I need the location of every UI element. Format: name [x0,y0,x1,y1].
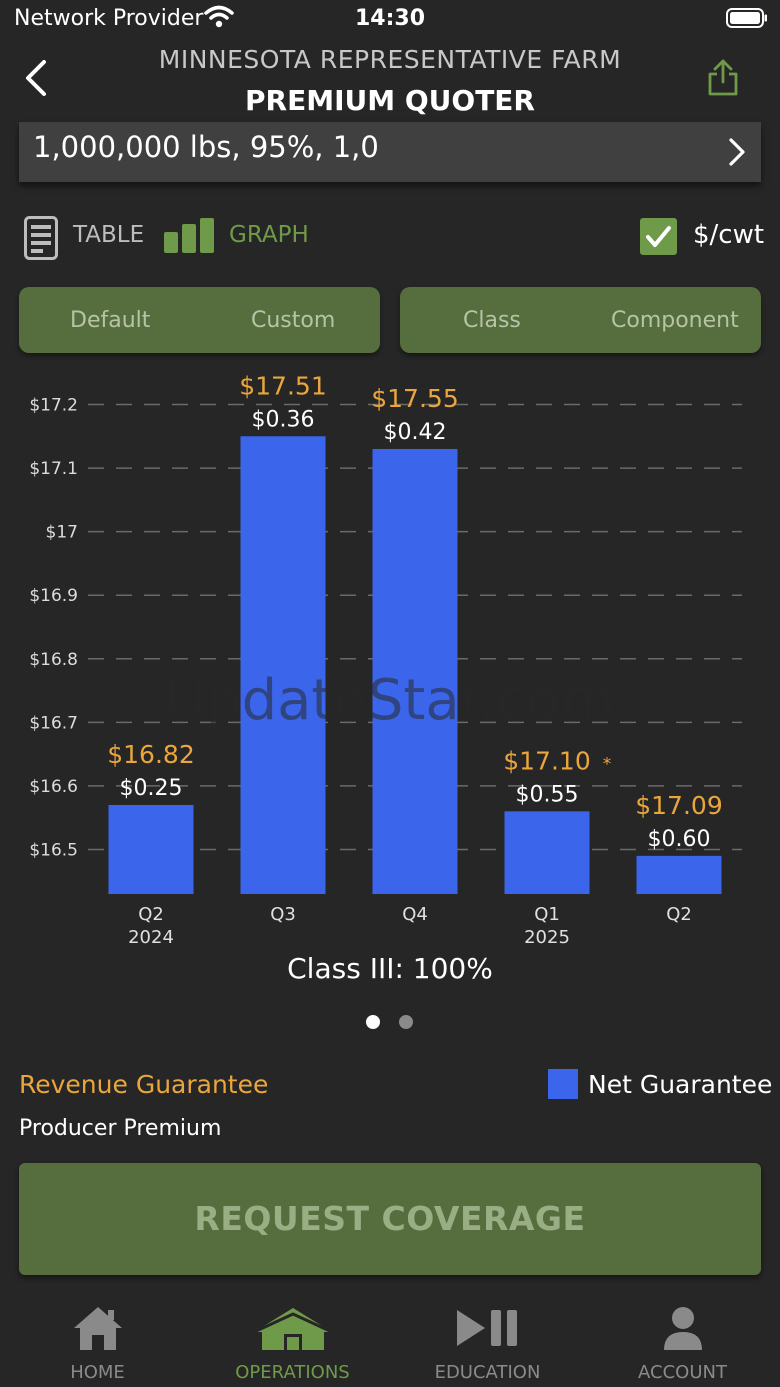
nav-header: MINNESOTA REPRESENTATIVE FARM PREMIUM QU… [0,40,780,120]
back-chevron-icon[interactable] [22,58,50,102]
bar[interactable] [636,855,722,894]
segment-class[interactable]: Class [463,308,521,333]
tab-account[interactable]: ACCOUNT [585,1290,780,1387]
chart-gridlines [88,403,742,851]
bar-revenue-label: $17.55 [371,384,458,413]
y-tick-label: $16.9 [29,586,78,606]
quote-parameters-summary: 1,000,000 lbs, 95%, 1,0 [33,130,379,164]
carrier-name: Network Provider [14,6,204,31]
y-tick-label: $16.8 [29,650,78,670]
pricing-mode-segment: Default Custom [19,287,380,353]
bar-revenue-label: $17.51 [239,371,326,400]
clock: 14:30 [354,6,426,31]
request-coverage-button[interactable]: REQUEST COVERAGE [19,1163,761,1275]
battery-icon [726,8,767,28]
view-toggle-row: TABLE GRAPH $/cwt [0,212,780,260]
tab-home-label: HOME [70,1362,125,1383]
y-tick-label: $16.6 [29,777,78,797]
bar-premium-label: $0.55 [516,782,579,807]
net-guarantee-legend: Net Guarantee [588,1070,773,1099]
tab-operations[interactable]: OPERATIONS [195,1290,390,1387]
x-tick-label: 2025 [524,927,570,948]
x-tick-label: Q4 [402,904,428,925]
chart-bars [108,436,722,894]
revenue-guarantee-legend: Revenue Guarantee [19,1070,269,1099]
producer-premium-legend: Producer Premium [19,1116,222,1141]
premium-bar-chart: $16.5 $16.6 $16.7 $16.8 $16.9 $17 $17.1 $17.2 $… [29,371,742,948]
bar-premium-label: $0.25 [120,776,183,801]
y-axis-labels: $16.5 $16.6 $16.7 $16.8 $16.9 $17 $17.1 $17.2 [29,396,78,861]
y-tick-label: $16.5 [29,841,78,861]
x-tick-label: Q2 [138,904,164,925]
y-tick-label: $17 [46,523,78,543]
play-pause-icon [390,1304,585,1358]
chevron-right-icon [727,136,747,172]
tab-operations-label: OPERATIONS [235,1362,350,1383]
price-type-segment: Class Component [400,287,761,353]
status-bar: Network Provider 14:30 [0,0,780,40]
bar-premium-label: $0.42 [384,420,447,445]
segment-component[interactable]: Component [611,308,739,333]
wifi-icon [204,5,234,33]
x-tick-label: Q1 [534,904,560,925]
chart-bar-labels: $0.25 $16.82 $0.36 $17.51 $0.42 $17.55 $0.55 $1… [107,371,722,852]
bar[interactable] [108,805,194,894]
chart-caption: Class III: 100% [287,952,493,985]
page-title: PREMIUM QUOTER [245,84,535,117]
y-tick-label: $16.7 [29,713,78,733]
bar-annotation: * [603,754,612,774]
bar-premium-label: $0.60 [648,827,711,852]
checkmark-icon [646,226,671,247]
x-tick-label: Q2 [666,904,692,925]
quote-parameters-selector[interactable]: 1,000,000 lbs, 95%, 1,0 [19,122,761,182]
bar[interactable] [372,449,458,894]
bar[interactable] [240,436,326,894]
units-checkbox[interactable] [640,218,677,255]
table-icon[interactable] [24,216,58,264]
net-guarantee-swatch [548,1069,578,1099]
bar[interactable] [504,811,590,894]
tab-education-label: EDUCATION [434,1362,541,1383]
request-coverage-label: REQUEST COVERAGE [194,1199,586,1238]
tab-education[interactable]: EDUCATION [390,1290,585,1387]
share-icon[interactable] [706,58,740,102]
tab-account-label: ACCOUNT [638,1362,727,1383]
bar-premium-label: $0.36 [252,407,315,432]
x-tick-label: 2024 [128,927,174,948]
y-tick-label: $17.1 [29,459,78,479]
tab-home[interactable]: HOME [0,1290,195,1387]
operations-icon [195,1304,390,1358]
tab-bar: HOME OPERATIONS EDUCATION [0,1290,780,1387]
table-view-label[interactable]: TABLE [73,222,145,248]
page-dot-1[interactable] [366,1015,380,1029]
account-icon [585,1304,780,1358]
units-label: $/cwt [693,220,765,250]
segment-default[interactable]: Default [70,308,151,333]
page-dot-2[interactable] [399,1015,413,1029]
bar-revenue-label: $16.82 [107,740,194,769]
farm-name: MINNESOTA REPRESENTATIVE FARM [158,45,622,74]
graph-view-label[interactable]: GRAPH [229,222,309,248]
y-tick-label: $17.2 [29,396,78,416]
x-tick-label: Q3 [270,904,296,925]
graph-icon[interactable] [163,218,215,258]
bar-revenue-label: $17.10 [503,746,590,775]
home-icon [0,1304,195,1358]
bar-revenue-label: $17.09 [635,791,722,820]
segment-custom[interactable]: Custom [251,308,336,333]
